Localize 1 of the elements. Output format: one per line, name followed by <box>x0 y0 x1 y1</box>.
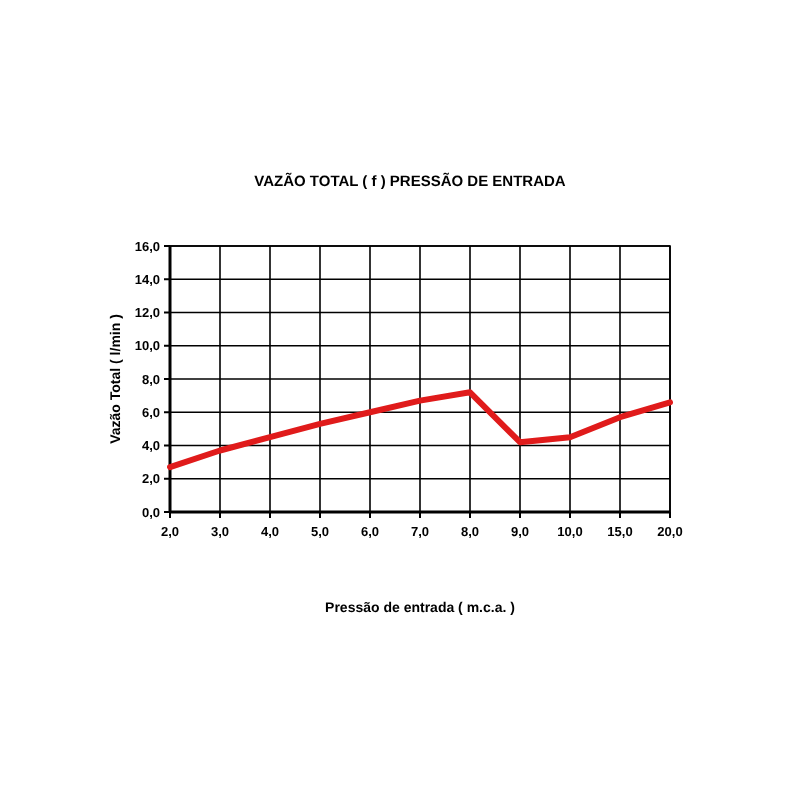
line-series <box>167 389 673 471</box>
